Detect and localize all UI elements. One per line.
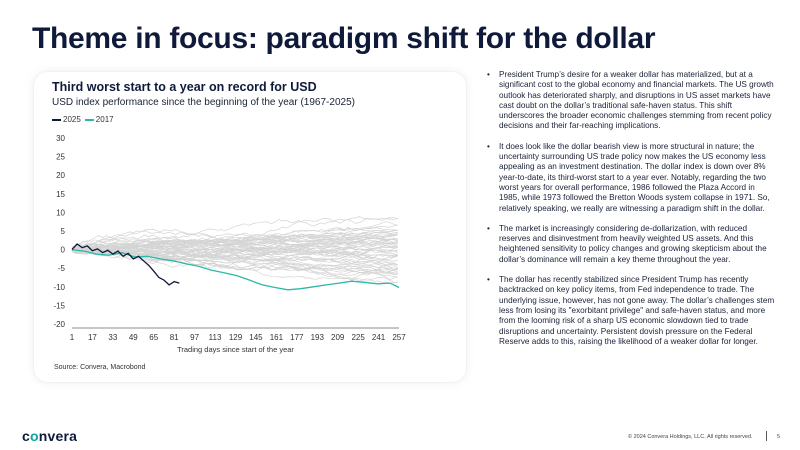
bullet-point: • It does look like the dollar bearish vi… — [487, 142, 775, 214]
bullet-text: The market is increasingly considering d… — [499, 223, 767, 264]
bullet-text: President Trump’s desire for a weaker do… — [499, 70, 774, 131]
x-tick-label: 33 — [108, 333, 117, 342]
x-tick-label: 209 — [331, 333, 345, 342]
x-tick-label: 49 — [129, 333, 138, 342]
footer-divider — [766, 431, 767, 441]
x-tick-label: 1 — [70, 333, 75, 342]
commentary-bullets: • President Trump’s desire for a weaker d… — [487, 70, 775, 357]
bullet-dot: • — [487, 70, 490, 79]
historical-year-line — [71, 248, 398, 272]
bullet-dot: • — [487, 223, 490, 233]
bullet-dot: • — [487, 141, 490, 151]
x-tick-label: 81 — [170, 333, 179, 342]
y-tick-label: -20 — [53, 320, 65, 329]
historical-year-line — [71, 234, 398, 256]
y-tick-label: 20 — [56, 171, 65, 180]
historical-year-line — [71, 216, 398, 254]
x-tick-label: 177 — [290, 333, 304, 342]
y-tick-label: -5 — [58, 264, 66, 273]
historical-year-line — [71, 248, 398, 273]
legend-item-2025: 2025 — [52, 115, 81, 124]
bullet-point: • The market is increasingly considering … — [487, 224, 775, 265]
historical-year-line — [71, 232, 398, 249]
historical-year-line — [71, 227, 398, 248]
chart-source: Source: Convera, Macrobond — [54, 364, 146, 371]
convera-logo: convera — [22, 428, 77, 444]
legend-label-2017: 2017 — [95, 115, 114, 124]
y-tick-label: 10 — [56, 208, 65, 217]
logo-text-o: o — [30, 428, 39, 444]
x-tick-label: 17 — [88, 333, 97, 342]
x-tick-label: 113 — [209, 333, 222, 342]
bullet-point: • President Trump’s desire for a weaker d… — [487, 70, 775, 132]
historical-year-line — [71, 230, 398, 251]
historical-year-line — [71, 238, 398, 254]
x-tick-label: 257 — [392, 333, 406, 342]
legend-swatch-2017 — [84, 118, 94, 121]
bullet-text: It does look like the dollar bearish vie… — [499, 141, 770, 213]
chart-subtitle: USD index performance since the beginnin… — [52, 97, 355, 108]
chart-title: Third worst start to a year on record fo… — [52, 80, 317, 94]
x-tick-label: 97 — [190, 333, 199, 342]
legend-label-2025: 2025 — [63, 115, 81, 124]
historical-year-line — [71, 251, 398, 280]
y-tick-label: 0 — [61, 246, 66, 255]
x-tick-label: 145 — [249, 333, 263, 342]
chart-panel: 30 25 20 15 10 5 0 -5 -10 -15 -20 1 17 33 49 65 81 97 113 1… — [34, 72, 466, 382]
x-tick-label: 193 — [311, 333, 325, 342]
chart-legend: 2025 2017 — [52, 115, 114, 124]
x-tick-label: 161 — [270, 333, 284, 342]
x-axis-label: Trading days since start of the year — [177, 345, 294, 354]
y-tick-label: -10 — [53, 283, 65, 292]
y-tick-label: 25 — [56, 153, 65, 162]
y-tick-label: -15 — [53, 301, 65, 310]
historical-year-line — [71, 227, 398, 250]
y-tick-label: 30 — [56, 134, 65, 143]
bullet-dot: • — [487, 275, 490, 285]
x-tick-label: 65 — [149, 333, 158, 342]
legend-swatch-2025 — [52, 118, 61, 121]
logo-text-end: nvera — [38, 428, 78, 444]
x-tick-label: 225 — [351, 333, 365, 342]
series-line-2025 — [71, 243, 180, 286]
page-number: 5 — [777, 434, 781, 440]
legend-item-2017: 2017 — [84, 115, 114, 124]
bullet-point: • The dollar has recently stabilized sinc… — [487, 275, 775, 347]
y-tick-label: 15 — [56, 190, 65, 199]
historical-year-line — [71, 248, 398, 268]
logo-text-start: c — [22, 428, 30, 444]
slide-title: Theme in focus: paradigm shift for the d… — [32, 22, 656, 55]
y-tick-label: 5 — [61, 227, 66, 236]
x-tick-label: 129 — [229, 333, 243, 342]
bullet-text: The dollar has recently stabilized since… — [499, 275, 775, 346]
x-tick-label: 241 — [372, 333, 386, 342]
copyright-notice: © 2024 Convera Holdings, LLC. All rights… — [628, 434, 753, 440]
historical-year-line — [71, 249, 398, 267]
historical-year-line — [71, 239, 398, 250]
usd-index-chart: 30 25 20 15 10 5 0 -5 -10 -15 -20 1 17 33 49 65 81 97 113 1… — [53, 134, 406, 354]
